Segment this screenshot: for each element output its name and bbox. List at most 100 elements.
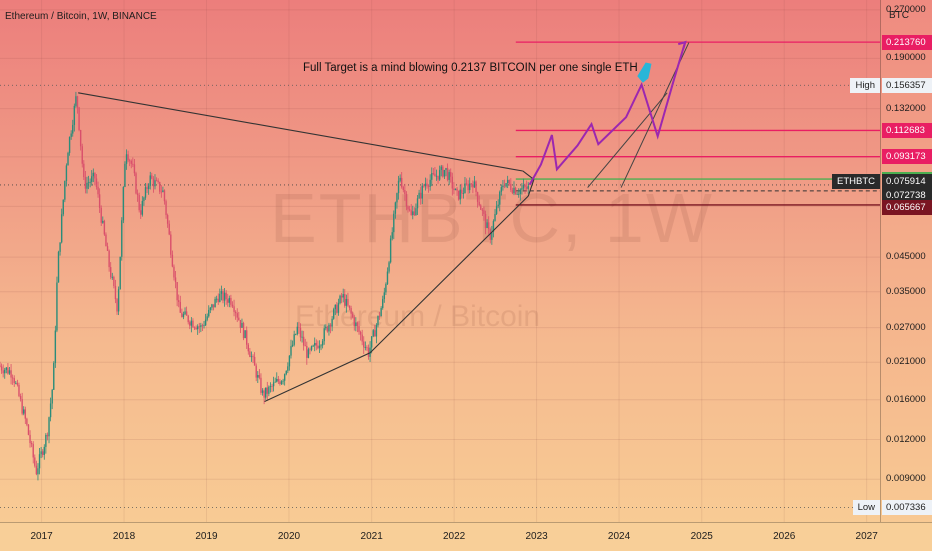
candle-body bbox=[296, 326, 299, 335]
candle-body bbox=[42, 451, 44, 455]
candle-body bbox=[113, 276, 115, 286]
candle-body bbox=[279, 381, 281, 384]
candle-body bbox=[282, 380, 284, 382]
level-side-label: ETHBTC bbox=[832, 174, 880, 190]
candle-body bbox=[393, 213, 395, 233]
candle-body bbox=[157, 180, 159, 183]
price-level-tag[interactable]: 0.072738 bbox=[882, 188, 932, 204]
candle-body bbox=[220, 291, 223, 294]
candle-body bbox=[331, 318, 333, 327]
candle-body bbox=[32, 444, 34, 458]
candle-body bbox=[469, 183, 471, 191]
candle-body bbox=[162, 190, 164, 193]
price-level-tag[interactable]: 0.112683 bbox=[882, 122, 932, 138]
candle-body bbox=[11, 377, 14, 379]
candle-body bbox=[310, 346, 313, 350]
time-axis[interactable] bbox=[0, 522, 932, 551]
candle-body bbox=[141, 200, 144, 215]
candle-body bbox=[176, 282, 178, 301]
price-level-tag[interactable]: 0.075914 bbox=[882, 174, 932, 190]
candle-body bbox=[230, 297, 232, 305]
candle-body bbox=[222, 291, 224, 301]
candle-body bbox=[445, 168, 447, 170]
watermark-symbol: ETHBTC, 1W bbox=[270, 179, 714, 257]
price-level-tag[interactable]: 0.156357 bbox=[882, 77, 932, 93]
candle-body bbox=[413, 211, 416, 216]
time-tick-label: 2020 bbox=[277, 531, 301, 542]
candle-body bbox=[98, 194, 101, 208]
price-tick-label: 0.190000 bbox=[886, 52, 926, 64]
candle-body bbox=[462, 193, 465, 194]
candle-body bbox=[426, 183, 428, 187]
candle-body bbox=[385, 284, 387, 293]
candle-body bbox=[484, 213, 487, 228]
candle-body bbox=[4, 369, 6, 374]
candle-body bbox=[511, 190, 514, 194]
candle-body bbox=[72, 124, 74, 134]
candle-body bbox=[524, 185, 526, 187]
candle-body bbox=[193, 327, 196, 329]
candle-body bbox=[383, 292, 386, 300]
candle-body bbox=[312, 345, 314, 347]
candle-body bbox=[336, 304, 338, 313]
trend-line-lower bbox=[264, 195, 529, 402]
price-level-tag[interactable]: 0.007336 bbox=[882, 499, 932, 515]
candle-body bbox=[241, 323, 243, 328]
plot-area[interactable] bbox=[0, 0, 880, 522]
candle-body bbox=[159, 182, 161, 192]
candle-body bbox=[388, 262, 390, 272]
level-side-label: High bbox=[850, 77, 880, 93]
candle-body bbox=[23, 409, 25, 414]
candle-body bbox=[125, 154, 128, 164]
candle-body bbox=[260, 377, 262, 393]
candle-body bbox=[81, 146, 83, 164]
candle-body bbox=[132, 163, 134, 165]
candle-body bbox=[54, 330, 57, 364]
candle-body bbox=[288, 355, 291, 367]
candle-body bbox=[448, 172, 450, 180]
price-level-tag[interactable]: 0.065667 bbox=[882, 200, 932, 216]
candle-body bbox=[486, 222, 488, 228]
price-tick-label: 0.132000 bbox=[886, 102, 926, 114]
candle-body bbox=[277, 378, 280, 382]
candle-body bbox=[92, 172, 95, 177]
candle-body bbox=[415, 208, 417, 216]
time-tick-label: 2025 bbox=[690, 531, 713, 542]
candle-body bbox=[217, 298, 219, 302]
candle-body bbox=[5, 367, 8, 370]
candle-body bbox=[130, 160, 132, 164]
candle-body bbox=[290, 346, 292, 356]
price-level-tag[interactable]: 0.093173 bbox=[882, 149, 932, 165]
candle-body bbox=[374, 330, 376, 337]
candle-body bbox=[34, 457, 36, 466]
candle-body bbox=[117, 289, 120, 312]
candle-body bbox=[358, 326, 360, 332]
time-tick-label: 2017 bbox=[30, 531, 53, 542]
candle-body bbox=[174, 277, 177, 283]
candle-body bbox=[244, 330, 246, 339]
price-level-tag[interactable]: 0.213760 bbox=[882, 34, 932, 50]
candle-body bbox=[8, 370, 11, 374]
candle-body bbox=[253, 356, 256, 366]
candle-body bbox=[166, 215, 169, 224]
candle-body bbox=[171, 254, 174, 267]
candle-body bbox=[510, 183, 512, 191]
candle-body bbox=[306, 345, 308, 358]
candle-body bbox=[258, 375, 261, 378]
candle-body bbox=[97, 186, 99, 195]
candle-body bbox=[114, 285, 117, 300]
candle-body bbox=[121, 220, 123, 257]
candle-body bbox=[185, 311, 188, 316]
candle-body bbox=[95, 178, 98, 187]
candle-body bbox=[19, 396, 22, 400]
candle-body bbox=[48, 417, 50, 437]
candle-body bbox=[404, 189, 406, 194]
candle-body bbox=[136, 193, 139, 196]
candle-body bbox=[407, 206, 409, 210]
symbol-title[interactable]: Ethereum / Bitcoin, 1W, BINANCE bbox=[5, 11, 157, 22]
candle-body bbox=[344, 294, 346, 306]
candle-body bbox=[122, 186, 125, 221]
candle-body bbox=[271, 385, 273, 387]
candle-body bbox=[332, 309, 335, 319]
candle-body bbox=[127, 154, 129, 161]
